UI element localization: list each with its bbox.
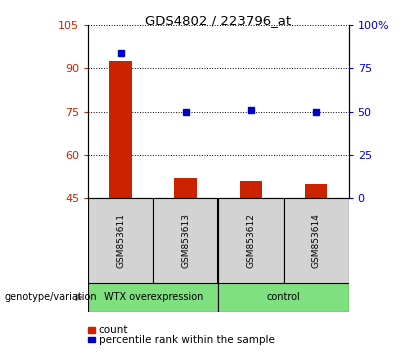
Bar [153, 198, 218, 283]
Text: count: count [99, 325, 128, 335]
Text: percentile rank within the sample: percentile rank within the sample [99, 335, 275, 345]
Text: GSM853613: GSM853613 [181, 213, 190, 268]
Text: GSM853612: GSM853612 [247, 213, 255, 268]
Text: genotype/variation: genotype/variation [4, 292, 97, 302]
Bar [88, 198, 153, 283]
Bar [218, 198, 284, 283]
Bar [304, 184, 328, 198]
Bar [88, 283, 218, 312]
Text: GSM853611: GSM853611 [116, 213, 125, 268]
Bar [218, 283, 349, 312]
Bar [239, 181, 262, 198]
Text: GDS4802 / 223796_at: GDS4802 / 223796_at [145, 14, 291, 27]
Text: WTX overexpression: WTX overexpression [104, 292, 203, 302]
Bar [284, 198, 349, 283]
Text: control: control [267, 292, 300, 302]
Bar [174, 178, 197, 198]
Text: GSM853614: GSM853614 [312, 213, 320, 268]
Bar [109, 61, 132, 198]
